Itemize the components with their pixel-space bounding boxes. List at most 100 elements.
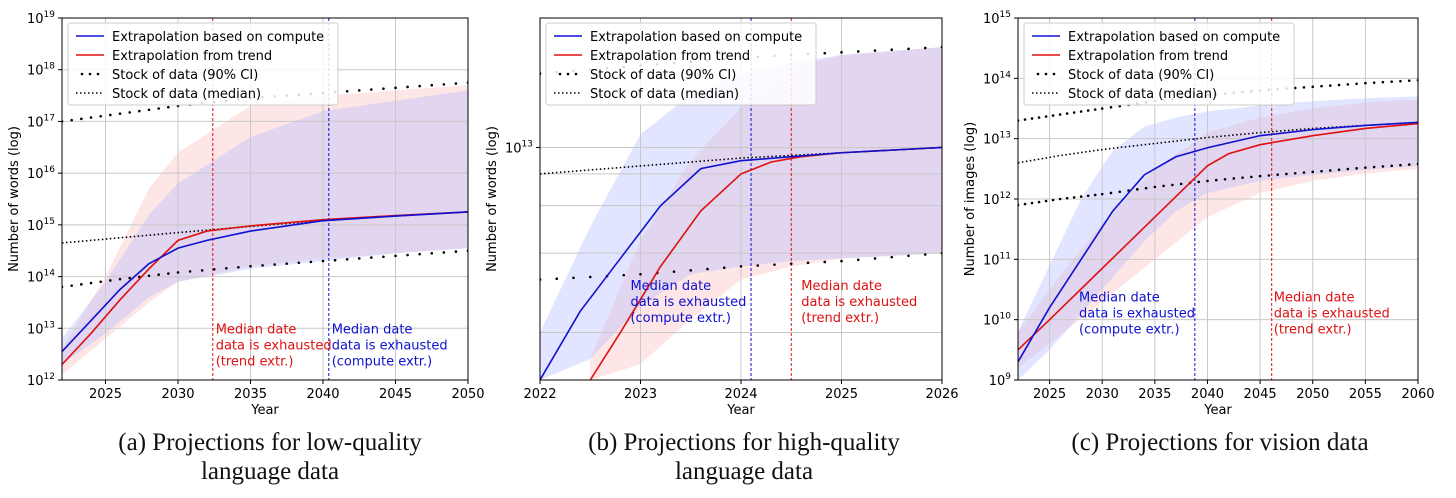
xtick-label-c-2: 2035 [1138, 387, 1171, 402]
ci-dot [138, 109, 141, 113]
ci-dot [1399, 79, 1402, 83]
legend-b: Extrapolation based on compute Extrapolat… [545, 22, 817, 106]
ci-dot [157, 107, 160, 110]
ytick-label-a-3: 1015 [27, 217, 55, 234]
ci-dot [1197, 180, 1201, 184]
ci-dot [1093, 193, 1097, 197]
ci-dot [588, 275, 592, 279]
ci-dot [1079, 110, 1083, 113]
ytick-label-c-3: 1012 [983, 191, 1011, 208]
ci-dot [382, 87, 385, 90]
ci-dot [1320, 84, 1323, 88]
compute-line-c [1018, 121, 1418, 363]
ci-dot [1023, 202, 1027, 206]
legend-swatch-ci [566, 72, 570, 76]
ci-dot [357, 89, 361, 92]
ci-dot [622, 273, 626, 277]
ci-dot [1381, 165, 1385, 168]
xtick-label-c-3: 2040 [1191, 387, 1224, 402]
ci-dot [1030, 201, 1034, 205]
ci-dot [1372, 165, 1376, 169]
ci-dot [1037, 116, 1041, 119]
ci-dot [756, 264, 760, 267]
ci-dot [128, 276, 131, 280]
ci-dot [442, 251, 446, 254]
annotation-line: Median date [801, 279, 882, 294]
ci-dot [418, 84, 421, 88]
caption-c: (c) Projections for vision data [1000, 428, 1440, 457]
legend-label-compute: Extrapolation based on compute [112, 30, 324, 45]
ci-dot [1065, 196, 1069, 200]
legend-label-median: Stock of data (median) [112, 87, 261, 102]
legend-swatch-ci [88, 72, 92, 76]
ytick-label-b-0: 1013 [505, 139, 533, 156]
legend-swatch-ci [574, 72, 578, 76]
ci-dot [200, 269, 204, 272]
ci-dot [1241, 176, 1244, 179]
xtick-label-b-3: 2025 [825, 387, 858, 402]
axes-frame-a [61, 17, 469, 381]
ci-dot [109, 113, 112, 117]
annotation-line: Median date [1079, 291, 1160, 306]
ci-dot [1311, 170, 1315, 174]
ci-dot [1023, 118, 1027, 121]
xtick-label-c-7: 2060 [1401, 387, 1434, 402]
ytick-label-a-7: 1019 [27, 10, 55, 27]
xlabel-b: Year [726, 403, 755, 418]
caption-a-line-2: language data [200, 458, 340, 485]
ci-dot [722, 266, 726, 270]
xtick-label-b-4: 2026 [925, 387, 958, 402]
ci-dot [1179, 182, 1183, 186]
xtick-label-c-6: 2055 [1349, 387, 1382, 402]
ci-dot [1372, 81, 1376, 84]
annotation-line: (compute extr.) [332, 354, 432, 369]
ci-dot [1051, 114, 1055, 117]
ylabel-b: Number of words (log) [485, 126, 500, 272]
xtick-label-c-1: 2030 [1086, 387, 1119, 402]
annotation-line: Median date [216, 322, 297, 337]
annotation-line: data is exhausted [1274, 307, 1390, 322]
ytick-label-a-6: 1018 [27, 62, 55, 79]
legend-swatch-ci [1044, 72, 1048, 76]
ci-dot [1258, 174, 1262, 178]
caption-b-line-2: language data [674, 458, 814, 485]
ci-dot [1232, 177, 1236, 180]
annotation-line: (compute extr.) [630, 311, 730, 326]
ci-dot [823, 260, 827, 264]
legend-label-ci: Stock of data (90% CI) [1068, 68, 1214, 83]
xtick-label-a-2: 2035 [234, 387, 267, 402]
ci-dot [1328, 84, 1332, 87]
xtick-label-a-5: 2050 [451, 387, 484, 402]
ci-dot [1328, 169, 1332, 172]
xlabel-c: Year [1203, 403, 1232, 418]
ci-dot [1355, 82, 1358, 86]
ci-dot [345, 89, 349, 93]
ci-dot [188, 270, 192, 273]
xtick-label-c-0: 2025 [1033, 387, 1066, 402]
ci-dot [907, 47, 910, 51]
xtick-label-b-2: 2024 [724, 387, 757, 402]
ci-dot [1093, 108, 1097, 111]
annotation-line: Median date [630, 279, 711, 294]
xtick-label-a-1: 2030 [161, 387, 194, 402]
ci-dot [430, 252, 434, 255]
legend-swatch-ci [1036, 72, 1040, 76]
chart-c: 2025 2030 2035 2040 2045 2050 2055 2060 109 1010 1… [963, 10, 1435, 418]
ci-dot [1407, 163, 1411, 166]
legend-swatch-ci [96, 72, 100, 76]
ci-dot [923, 46, 927, 50]
ci-dot [1037, 200, 1041, 204]
compute-band-c [1018, 96, 1418, 380]
ci-lower-dots-c [1018, 162, 1418, 207]
annotation-line: (trend extr.) [216, 354, 294, 369]
ci-dot [1390, 164, 1393, 168]
ci-dot [1100, 107, 1104, 110]
legend-box [545, 22, 817, 106]
ci-dot [237, 265, 240, 269]
ci-dot [273, 263, 276, 266]
ci-dot [1058, 113, 1062, 116]
annotation-line: (trend extr.) [1274, 323, 1352, 338]
ci-dot [212, 268, 216, 271]
